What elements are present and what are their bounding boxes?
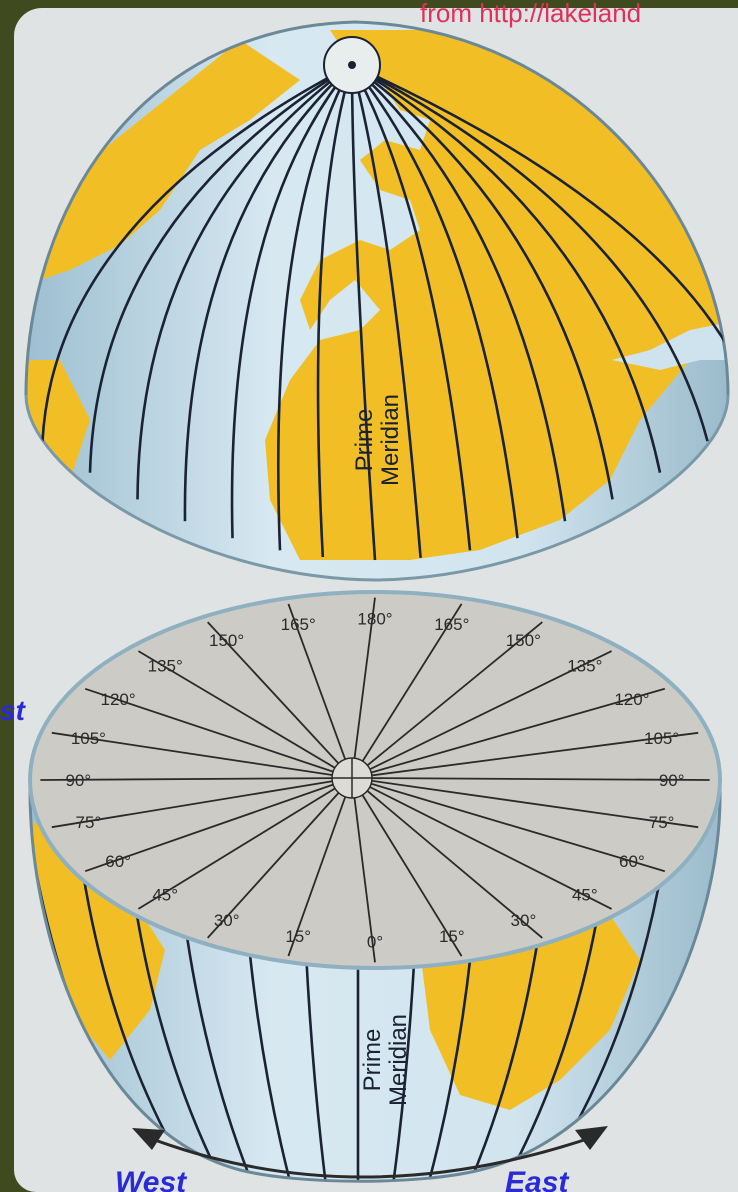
meridian-line-top — [276, 64, 354, 551]
meridian-spoke — [351, 621, 543, 779]
degree-label-east: 90° — [659, 771, 685, 790]
meridian-spoke — [207, 777, 353, 939]
east-arrowhead — [575, 1126, 608, 1150]
meridian-line-top — [351, 63, 614, 500]
meridian-spoke — [137, 777, 353, 910]
meridian-spoke — [351, 650, 612, 779]
top-outline — [24, 20, 730, 396]
meridian-spoke — [351, 777, 666, 873]
source-credit: from http://lakeland — [420, 0, 641, 28]
meridian-spoke — [51, 777, 353, 829]
meridian-spoke — [84, 777, 353, 873]
prime-meridian-label-top-line2: Meridian — [377, 394, 404, 486]
degree-label-east: 15° — [439, 927, 465, 946]
degree-label-east: 165° — [434, 615, 469, 634]
rotation-arc — [154, 1136, 591, 1179]
west-arrowhead — [132, 1128, 165, 1150]
meridian-line-top — [351, 64, 567, 522]
meridian-lines-top — [41, 63, 728, 561]
degree-label-east: 75° — [649, 813, 675, 832]
meridian-lines-bottom — [30, 823, 670, 1182]
meridian-line-top — [351, 63, 728, 406]
degree-label-180: 180° — [357, 609, 392, 628]
degree-label-east: 45° — [572, 885, 598, 904]
degree-label-east: 60° — [619, 852, 645, 871]
degree-label-west: 150° — [209, 631, 244, 650]
meridian-spoke — [351, 731, 699, 779]
meridian-line-top — [88, 63, 353, 473]
arabian-gulf — [612, 320, 728, 370]
meridian-spoke — [351, 597, 376, 779]
land-top — [26, 30, 728, 560]
meridian-line-top — [41, 63, 353, 442]
meridian-line-top — [350, 64, 519, 539]
equatorial-cut-face: 0° 15° 30° 45° 60° 75° 90° 105° 120° 135° 150° 165°… — [28, 590, 722, 970]
northern-hemisphere — [24, 20, 730, 582]
degree-label-west: 120° — [101, 690, 136, 709]
degree-label-west: 60° — [105, 852, 131, 871]
bottom-outline — [28, 789, 722, 1183]
north-pole-dot — [348, 61, 356, 69]
west-label: West — [115, 1166, 188, 1192]
cut-face-rim — [28, 590, 722, 970]
meridian-spoke — [84, 687, 353, 779]
meridian-spoke — [351, 777, 376, 963]
meridian-spoke — [207, 621, 353, 779]
meridian-spoke — [351, 777, 463, 957]
prime-meridian-label-bottom-line1: Prime — [359, 1029, 386, 1092]
meridian-line-top — [350, 64, 377, 561]
meridian-spoke — [287, 777, 353, 957]
meridian-line-top — [230, 64, 354, 539]
meridian-spoke — [351, 777, 710, 781]
meridian-line-top — [136, 63, 353, 500]
meridian-spoke — [351, 603, 463, 779]
meridian-spoke — [351, 777, 613, 910]
meridian-line-top — [350, 64, 422, 558]
west-label-cut: st — [0, 695, 27, 726]
meridian-line-top — [351, 63, 662, 473]
meridian-spoke — [40, 777, 353, 781]
degree-label-east: 150° — [506, 631, 541, 650]
east-label: East — [505, 1166, 570, 1192]
meridian-line-top — [183, 64, 353, 522]
degree-label-west: 90° — [65, 771, 91, 790]
meridian-spoke — [137, 650, 353, 779]
degree-label-west: 135° — [148, 657, 183, 676]
degree-label-west: 75° — [76, 813, 102, 832]
meridian-spokes — [40, 597, 710, 963]
degree-label-east: 30° — [511, 911, 537, 930]
degree-labels: 0° 15° 30° 45° 60° 75° 90° 105° 120° 135° 150° 165°… — [65, 609, 684, 951]
meridian-spoke — [351, 777, 699, 829]
degree-label-east: 135° — [567, 657, 602, 676]
meridian-spoke — [351, 687, 666, 779]
greenland-americas — [40, 40, 300, 280]
equator-edge-top — [24, 394, 730, 582]
europe-africa-asia — [265, 30, 728, 560]
meridian-spoke — [351, 777, 543, 939]
degree-label-east: 105° — [644, 729, 679, 748]
meridian-line-top — [350, 64, 472, 551]
degree-label-west: 105° — [71, 729, 106, 748]
prime-meridian-label-bottom-line2: Meridian — [385, 1014, 412, 1106]
meridian-spoke — [51, 731, 353, 779]
prime-meridian-label-top-line1: Prime — [351, 409, 378, 472]
meridian-line-top — [316, 64, 354, 558]
meridian-line-top — [351, 63, 709, 442]
degree-label-west: 15° — [285, 927, 311, 946]
degree-label-west: 0° — [367, 933, 383, 952]
degree-label-east: 120° — [614, 690, 649, 709]
meridian-spoke — [287, 603, 353, 779]
degree-label-west: 30° — [214, 911, 240, 930]
degree-label-west: 165° — [281, 615, 316, 634]
degree-label-west: 45° — [152, 885, 178, 904]
